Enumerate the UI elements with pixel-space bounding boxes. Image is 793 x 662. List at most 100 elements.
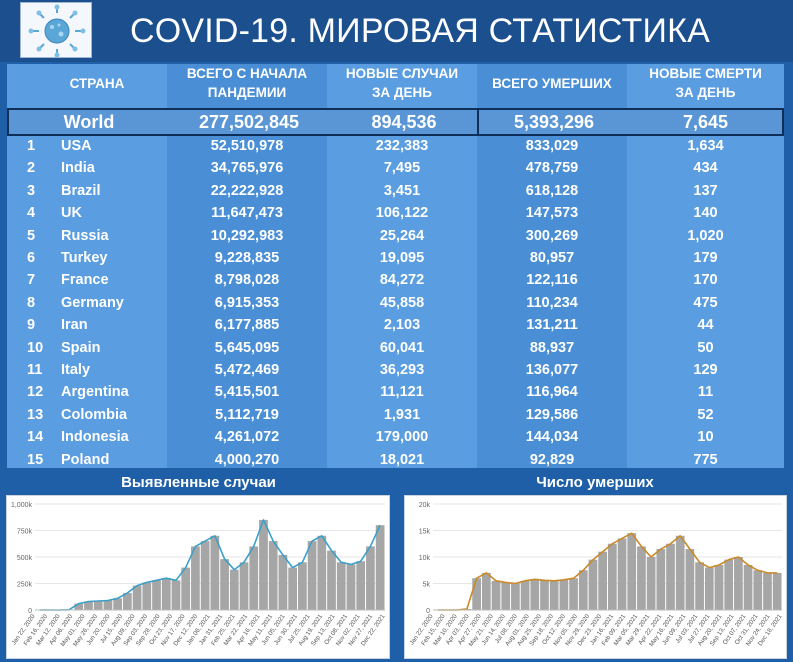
table-row: 11 Italy 5,472,469 36,293 136,077 129: [7, 359, 784, 381]
header-new-deaths-line2: ЗА ДЕНЬ: [675, 85, 736, 100]
cell-total-cases: 6,915,353: [214, 294, 280, 311]
bar: [520, 580, 530, 610]
cell-country: Russia: [61, 227, 109, 244]
bar: [656, 549, 666, 610]
y-tick-label: 1,000k: [11, 502, 33, 509]
cell-country: Iran: [61, 317, 88, 334]
header-total-deaths: ВСЕГО УМЕРШИХ: [492, 76, 612, 91]
cell-country: Turkey: [61, 250, 108, 266]
cell-rank: 8: [27, 294, 36, 311]
table-row: 13 Colombia 5,112,719 1,931 129,586 52: [7, 404, 784, 426]
bar: [366, 546, 375, 610]
cell-new-deaths: 137: [693, 182, 718, 199]
bar: [327, 550, 336, 610]
y-tick-label: 0: [28, 608, 32, 615]
bar: [734, 557, 743, 610]
cell-new-deaths: 1,020: [687, 227, 724, 244]
bar: [317, 535, 327, 610]
header-new-cases-line2: ЗА ДЕНЬ: [371, 85, 433, 100]
world-new-cases: 894,536: [371, 112, 437, 132]
cell-new-deaths: 50: [697, 339, 714, 356]
cell-new-deaths: 1,634: [687, 138, 724, 154]
bar: [191, 546, 200, 610]
bar: [530, 579, 540, 610]
table-row: 12 Argentina 5,415,501 11,121 116,964 11: [7, 381, 784, 403]
y-tick-label: 5k: [423, 582, 431, 589]
deaths-chart-title: Число умерших: [536, 474, 654, 491]
statistics-table: СТРАНА ВСЕГО С НАЧАЛА ПАНДЕМИИ НОВЫЕ СЛУ…: [7, 64, 784, 468]
header-total-cases-line2: ПАНДЕМИИ: [207, 85, 287, 100]
bar: [249, 546, 259, 610]
cell-new-cases: 11,121: [380, 384, 424, 401]
bar: [578, 570, 588, 610]
cell-new-deaths: 129: [693, 362, 718, 378]
cell-rank: 10: [27, 339, 44, 356]
bar: [511, 583, 520, 610]
cell-total-deaths: 116,964: [526, 384, 578, 401]
cell-new-deaths: 11: [697, 384, 714, 401]
cell-total-cases: 34,765,976: [210, 160, 284, 177]
cell-rank: 15: [27, 451, 44, 468]
table-row: 10 Spain 5,645,095 60,041 88,937 50: [7, 337, 784, 359]
page-title: COVID-19. МИРОВАЯ СТАТИСТИКА: [129, 12, 711, 50]
cell-country: Colombia: [61, 406, 128, 423]
cell-total-cases: 5,472,469: [214, 362, 280, 378]
cell-country: France: [61, 272, 109, 289]
cell-total-deaths: 88,937: [529, 339, 575, 356]
cell-new-deaths: 434: [693, 160, 718, 177]
cell-rank: 2: [27, 160, 36, 177]
header-new-deaths: НОВЫЕ СМЕРТИ ЗА ДЕНЬ: [627, 64, 784, 102]
cell-new-cases: 25,264: [379, 227, 425, 244]
cell-country: Poland: [61, 451, 110, 468]
cell-new-cases: 84,272: [379, 272, 425, 289]
page-header: COVID-19. МИРОВАЯ СТАТИСТИКА: [0, 0, 793, 62]
cell-rank: 1: [27, 138, 36, 154]
header-new-deaths-line1: НОВЫЕ СМЕРТИ: [649, 66, 762, 81]
cell-new-cases: 3,451: [383, 182, 421, 199]
cell-new-cases: 2,103: [383, 317, 421, 334]
cell-country: India: [61, 160, 95, 177]
world-total-deaths: 5,393,296: [513, 112, 595, 132]
cell-total-deaths: 80,957: [529, 250, 575, 266]
table-row: 1 USA 52,510,978 232,383 833,029 1,634: [7, 135, 784, 157]
cell-total-deaths: 618,128: [525, 182, 579, 199]
y-tick-label: 15k: [419, 529, 431, 536]
cell-country: Argentina: [61, 384, 129, 401]
cell-rank: 9: [27, 317, 36, 334]
bar: [229, 569, 239, 610]
cell-total-deaths: 110,234: [526, 294, 578, 311]
header-country: СТРАНА: [69, 76, 125, 91]
cell-new-cases: 1,931: [383, 406, 421, 423]
cell-rank: 6: [27, 250, 36, 266]
bar: [268, 541, 278, 610]
cell-new-cases: 232,383: [375, 138, 429, 154]
bar: [743, 564, 753, 610]
cell-country: Italy: [61, 362, 91, 378]
cell-total-cases: 22,222,928: [210, 182, 284, 199]
cell-country: Germany: [61, 294, 124, 311]
cell-total-deaths: 92,829: [529, 451, 575, 468]
bar: [772, 572, 782, 610]
bar: [588, 559, 598, 610]
cell-total-cases: 8,798,028: [214, 272, 280, 289]
cell-total-cases: 5,645,095: [214, 339, 280, 356]
y-tick-label: 0: [426, 608, 430, 615]
cell-new-cases: 45,858: [379, 294, 425, 311]
cell-new-cases: 179,000: [375, 429, 429, 446]
bar: [685, 549, 695, 610]
series-line: [437, 532, 778, 611]
bar: [142, 582, 152, 610]
world-new-deaths: 7,645: [682, 112, 729, 132]
bar: [259, 519, 268, 610]
cell-rank: 14: [27, 429, 44, 446]
cell-total-deaths: 122,116: [526, 272, 578, 289]
table-row: 14 Indonesia 4,261,072 179,000 144,034 10: [7, 426, 784, 448]
cases-chart: 0 250k 500k 750k 1,000k Jan 22, 2020 Feb 16, 2…: [6, 495, 390, 659]
bar: [171, 580, 181, 610]
y-tick-label: 250k: [17, 582, 33, 589]
bar: [74, 603, 84, 610]
bar: [239, 562, 249, 610]
cell-rank: 5: [27, 227, 36, 244]
bar: [481, 572, 491, 610]
cell-new-deaths: 170: [693, 272, 718, 289]
